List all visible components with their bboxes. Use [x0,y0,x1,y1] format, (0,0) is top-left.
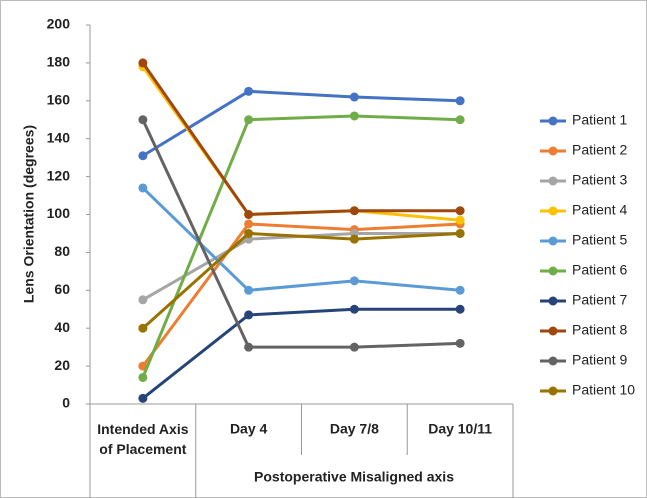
series-line [141,307,461,400]
data-point [138,183,148,193]
data-point [455,228,465,238]
legend-label: Patient 9 [572,352,627,368]
legend-label: Patient 3 [572,172,627,188]
legend-label: Patient 7 [572,292,627,308]
data-point [455,96,465,106]
data-point [138,115,148,125]
data-point [349,111,359,121]
y-tick-label: 60 [54,281,70,297]
legend-label: Patient 6 [572,262,627,278]
data-point [138,372,148,382]
legend-swatch [548,176,558,186]
y-tick-label: 0 [62,395,70,411]
y-tick-label: 200 [47,16,71,32]
series-line [141,231,461,330]
y-tick-label: 80 [54,243,70,259]
series-line [141,119,461,349]
y-tick-label: 120 [47,167,71,183]
legend-swatch [548,116,558,126]
data-point [349,92,359,102]
y-tick-label: 40 [54,319,70,335]
data-point [244,115,254,125]
legend-label: Patient 5 [572,232,627,248]
y-tick-label: 140 [47,129,71,145]
data-point [349,342,359,352]
x-tick-label: Day 4 [230,421,268,437]
legend-swatch [548,356,558,366]
series-line [141,62,461,217]
series-line [141,114,461,379]
x-tick-label: Day 7/8 [330,421,379,437]
legend-swatch [548,146,558,156]
legend-swatch [548,386,558,396]
series-line [141,186,461,292]
data-point [244,342,254,352]
data-point [244,228,254,238]
data-point [244,86,254,96]
legend-label: Patient 2 [572,142,627,158]
data-point [455,304,465,314]
data-point [244,219,254,229]
y-tick-label: 180 [47,54,71,70]
y-axis-title: Lens Orientation (degrees) [21,125,37,303]
legend-swatch [548,296,558,306]
data-point [349,206,359,216]
data-point [455,206,465,216]
legend-label: Patient 8 [572,322,627,338]
legend-swatch [548,236,558,246]
data-point [455,115,465,125]
legend-label: Patient 1 [572,112,627,128]
data-point [349,304,359,314]
data-point [244,310,254,320]
data-point [138,295,148,305]
data-point [138,151,148,161]
legend-swatch [548,206,558,216]
y-tick-label: 100 [47,205,71,221]
series-line [141,222,461,367]
x-tick-label: Intended Axis of Placement [97,421,188,457]
data-point [138,323,148,333]
data-point [138,58,148,68]
data-point [244,210,254,219]
data-point [455,285,465,295]
y-tick-label: 20 [54,357,70,373]
x-tick-label: Day 10/11 [428,421,492,437]
legend-label: Patient 4 [572,202,627,218]
data-point [138,393,148,403]
series-line [142,89,461,158]
x-axis-title: Postoperative Misaligned axis [254,469,454,485]
data-point [349,234,359,244]
legend-swatch [548,326,558,336]
data-point [455,215,465,225]
data-point [349,276,359,286]
data-point [455,338,465,348]
y-tick-label: 160 [47,92,71,108]
legend-label: Patient 10 [572,382,635,398]
legend-swatch [548,266,558,276]
data-point [244,285,254,295]
